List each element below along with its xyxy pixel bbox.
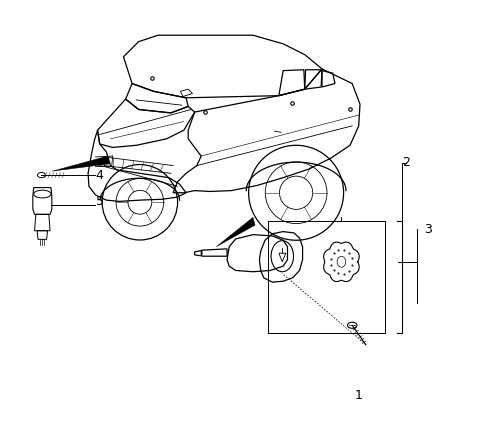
Text: 3: 3 <box>424 223 432 236</box>
Text: 4: 4 <box>96 169 104 182</box>
Polygon shape <box>52 156 109 171</box>
Text: 5: 5 <box>96 195 104 208</box>
Text: 1: 1 <box>355 389 362 402</box>
Polygon shape <box>216 217 255 247</box>
Text: 2: 2 <box>402 156 410 169</box>
